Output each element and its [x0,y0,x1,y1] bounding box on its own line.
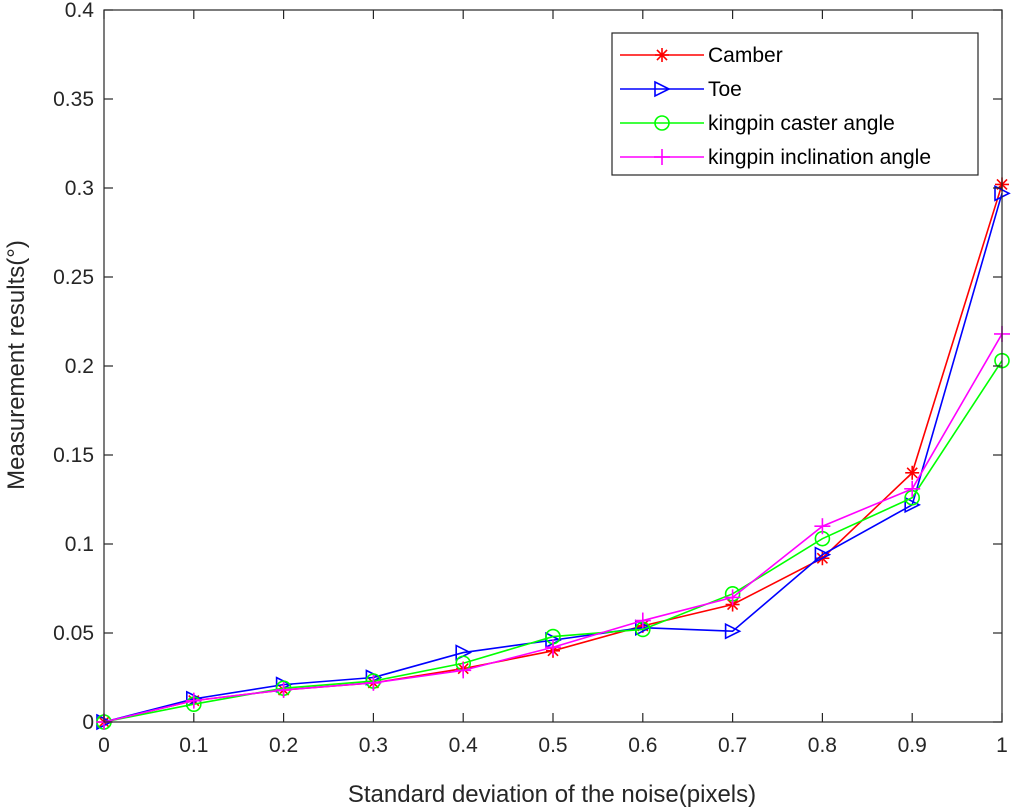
x-tick-label: 0 [98,734,110,757]
legend-entry: kingpin caster angle [620,112,895,135]
y-tick-label: 0.25 [53,266,94,289]
data-point [724,622,742,640]
data-point [634,612,651,629]
legend-box [611,32,979,176]
series-kingpin-inclination-angle [96,325,1010,730]
y-tick-label: 0.4 [65,0,95,22]
x-tick-label: 0.4 [449,734,479,757]
legend-entry: Toe [620,78,742,101]
legend-label: kingpin caster angle [708,112,895,135]
data-point [365,674,382,691]
x-tick-label: 0.8 [808,734,837,757]
axes: 0 0.1 0.2 0.3 0.4 0.5 0.6 0.7 0.8 0.9 1 0 0.05 0.1 0.1… [53,0,1008,757]
y-tick-label: 0.15 [53,444,94,467]
y-tick-label: 0.2 [65,355,94,378]
x-tick-label: 0.1 [179,734,208,757]
legend-entry: Camber [620,44,783,67]
x-tick-label: 0.6 [628,734,657,757]
data-point [904,480,921,497]
y-tick-label: 0.05 [53,622,94,645]
legend-marker [655,48,669,62]
legend-marker [654,80,671,98]
data-point [455,662,472,679]
x-axis-title: Standard deviation of the noise(pixels) [348,781,756,808]
data-point [724,589,741,606]
y-tick-label: 0 [82,711,94,734]
data-point [185,692,202,709]
data-point [905,465,920,480]
data-point [814,546,832,563]
legend-label: Camber [708,44,783,67]
y-tick-label: 0.35 [53,88,94,111]
x-tick-label: 1 [996,734,1008,757]
x-tick-label: 0.9 [898,734,927,757]
y-tick-label: 0.1 [65,533,94,556]
x-tick-label: 0.3 [359,734,388,757]
data-point [275,681,292,698]
data-point [904,496,921,514]
legend-entry: kingpin inclination angle [620,146,931,169]
legend-marker [654,115,670,131]
x-tick-label: 0.7 [718,734,747,757]
legend-label: Toe [708,78,742,101]
legend: Camber Toe kingpin caster angle kingpin inc… [611,32,979,176]
y-axis-title: Measurement results(°) [3,240,30,490]
data-point [814,518,831,535]
legend-marker [654,149,670,165]
series-kingpin-caster-angle [96,352,1010,730]
series-layer [96,177,1011,731]
series-line [103,333,1003,723]
x-tick-label: 0.2 [269,734,298,757]
y-tick-label: 0.3 [65,177,94,200]
legend-label: kingpin inclination angle [708,146,931,169]
series-line [103,360,1003,723]
x-tick-label: 0.5 [538,734,567,757]
data-point [545,639,561,656]
